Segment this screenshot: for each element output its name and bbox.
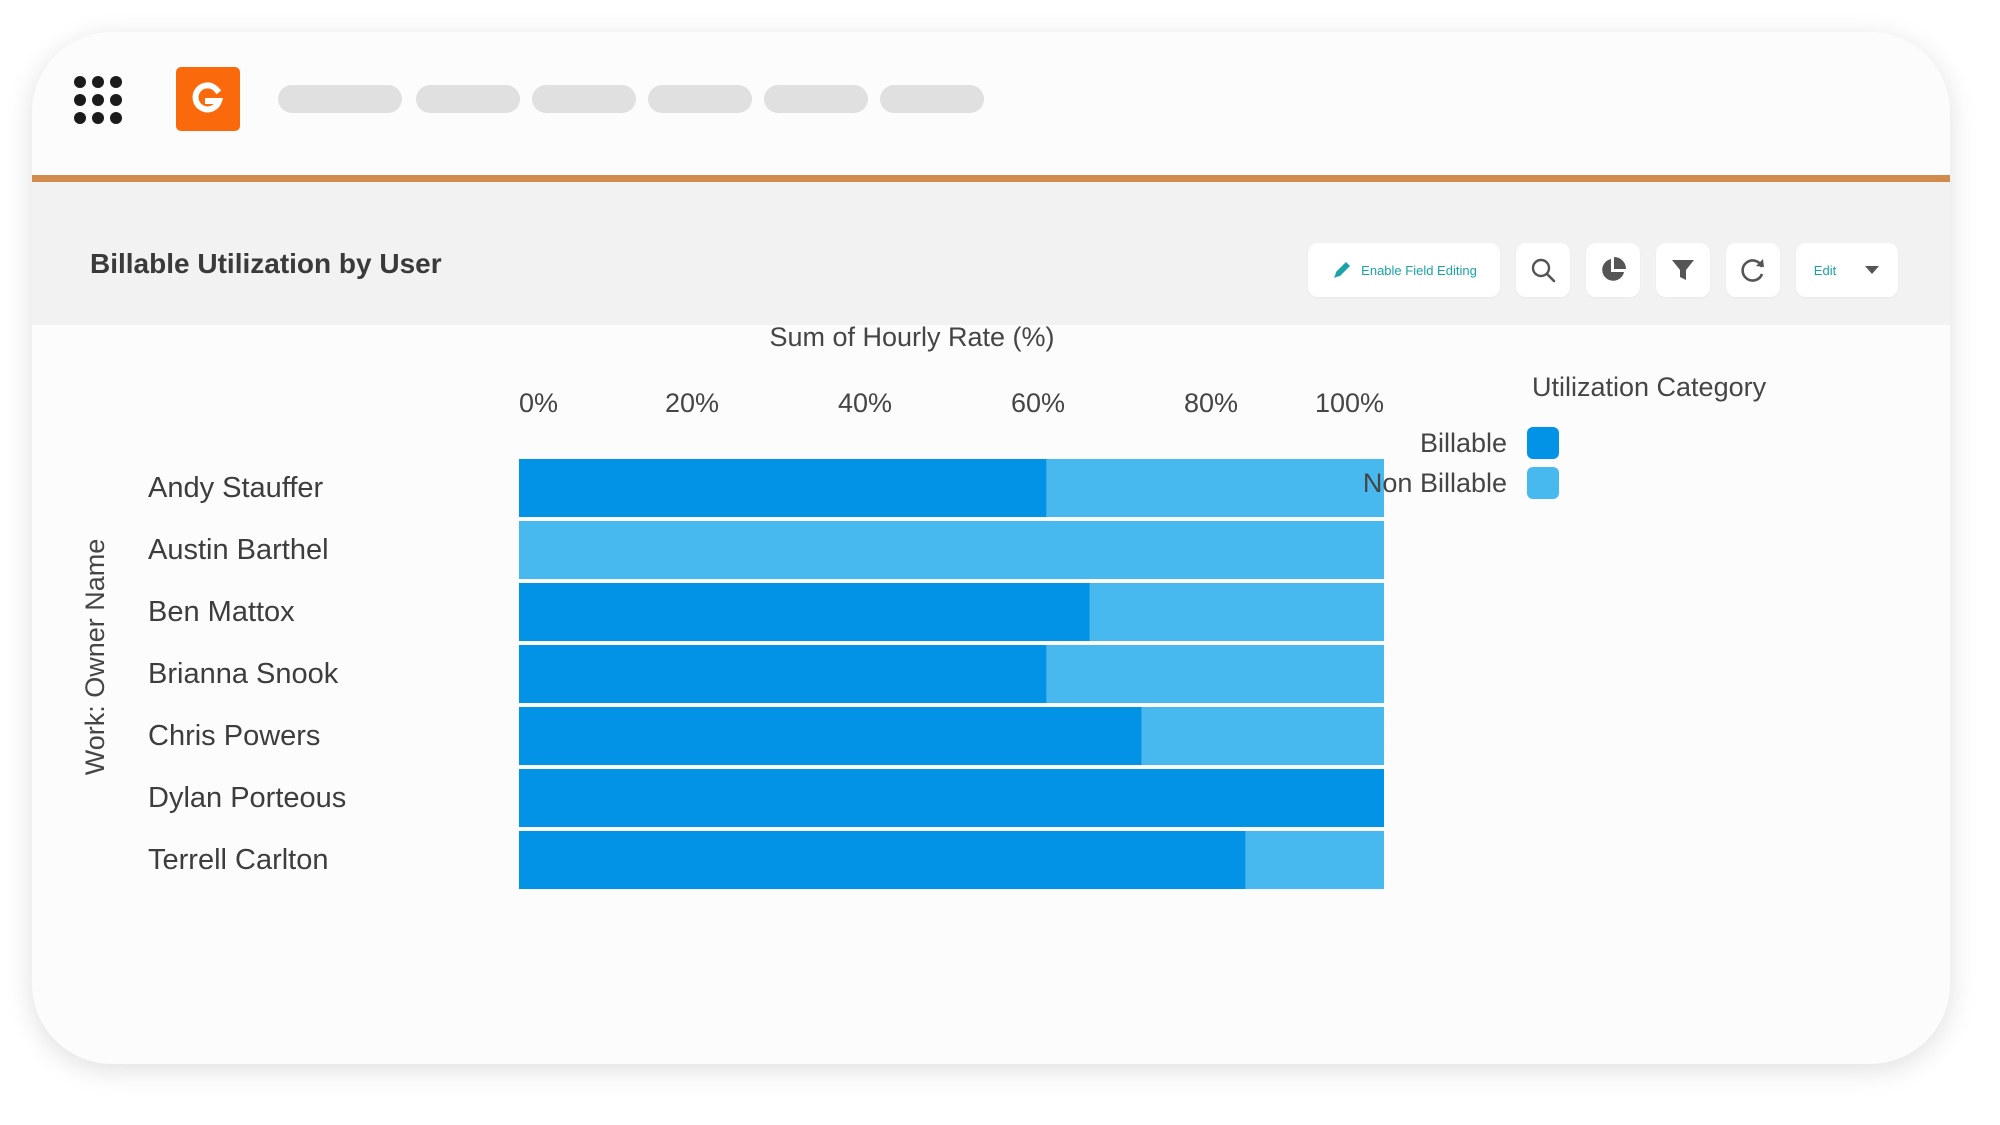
x-tick-label: 0% xyxy=(519,388,558,418)
filter-button[interactable] xyxy=(1656,243,1710,297)
legend-swatch xyxy=(1527,467,1559,499)
enable-field-editing-button[interactable]: Enable Field Editing xyxy=(1308,243,1500,297)
category-label: Ben Mattox xyxy=(148,596,295,628)
nav-item-placeholder[interactable] xyxy=(880,85,984,113)
stacked-bar-chart: Sum of Hourly Rate (%) Work: Owner Name … xyxy=(80,322,1384,889)
chevron-down-icon xyxy=(1865,266,1880,274)
legend-title: Utilization Category xyxy=(1532,372,1767,402)
x-tick-label: 100% xyxy=(1315,388,1384,418)
bar-non-billable[interactable] xyxy=(1245,831,1384,889)
nav-item-placeholder[interactable] xyxy=(648,85,752,113)
refresh-icon xyxy=(1741,259,1764,282)
nav-item-placeholder[interactable] xyxy=(532,85,636,113)
category-label: Austin Barthel xyxy=(148,534,329,566)
bar-billable[interactable] xyxy=(519,583,1090,641)
legend-item-billable[interactable]: Billable xyxy=(1307,427,1559,459)
legend-item-non-billable[interactable]: Non Billable xyxy=(1307,467,1559,499)
pie-chart-icon xyxy=(1602,257,1626,281)
chart-type-button[interactable] xyxy=(1586,243,1640,297)
category-label: Chris Powers xyxy=(148,720,320,752)
x-tick-label: 60% xyxy=(1011,388,1065,418)
category-label: Andy Stauffer xyxy=(148,472,324,504)
legend-label: Billable xyxy=(1419,427,1507,458)
edit-dropdown[interactable]: Edit xyxy=(1796,243,1898,297)
bar-non-billable[interactable] xyxy=(1046,459,1384,517)
x-tick-label: 80% xyxy=(1184,388,1238,418)
bar-non-billable[interactable] xyxy=(1089,583,1384,641)
bar-billable[interactable] xyxy=(519,459,1047,517)
x-tick-label: 40% xyxy=(838,388,892,418)
legend-swatch xyxy=(1527,427,1559,459)
page-title: Billable Utilization by User xyxy=(90,248,442,279)
edit-label: Edit xyxy=(1813,262,1837,278)
logo-icon[interactable] xyxy=(176,67,240,131)
bar-billable[interactable] xyxy=(519,769,1384,827)
bar-billable[interactable] xyxy=(519,707,1142,765)
top-navigation-bar xyxy=(32,32,1950,175)
dashboard-card: Billable Utilization by User Enable Fiel… xyxy=(32,32,1950,1064)
x-tick-label: 20% xyxy=(665,388,719,418)
search-button[interactable] xyxy=(1516,243,1570,297)
legend-label: Non Billable xyxy=(1362,467,1507,498)
bar-billable[interactable] xyxy=(519,645,1047,703)
category-label: Terrell Carlton xyxy=(148,844,329,876)
bar-billable[interactable] xyxy=(519,831,1246,889)
enable-field-editing-label: Enable Field Editing xyxy=(1361,262,1477,278)
bar-non-billable[interactable] xyxy=(1141,707,1384,765)
refresh-button[interactable] xyxy=(1726,243,1780,297)
category-label: Brianna Snook xyxy=(148,658,339,690)
y-axis-label: Work: Owner Name xyxy=(80,539,110,776)
nav-item-placeholder[interactable] xyxy=(278,85,402,113)
accent-divider xyxy=(32,175,1950,182)
pencil-icon xyxy=(1334,262,1351,278)
nav-item-placeholder[interactable] xyxy=(416,85,520,113)
search-icon xyxy=(1531,258,1556,283)
apps-grid-icon[interactable] xyxy=(74,76,122,124)
bar-non-billable[interactable] xyxy=(519,521,1384,579)
bar-non-billable[interactable] xyxy=(1046,645,1384,703)
filter-icon xyxy=(1672,260,1694,280)
category-label: Dylan Porteous xyxy=(148,782,346,814)
nav-item-placeholder[interactable] xyxy=(764,85,868,113)
chart-title: Sum of Hourly Rate (%) xyxy=(769,322,1054,352)
